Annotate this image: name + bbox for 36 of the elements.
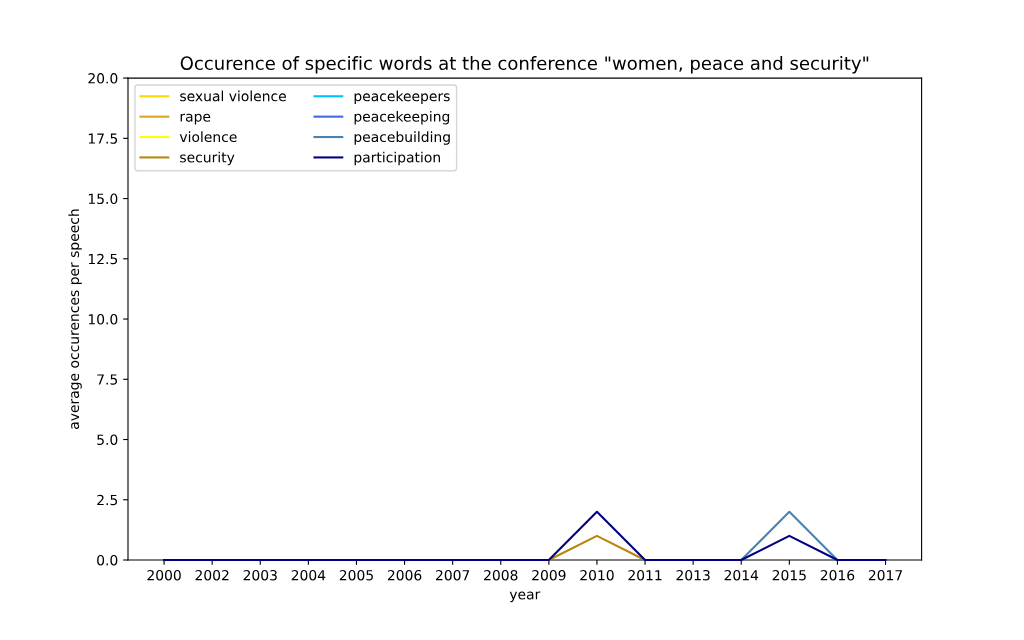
x-tick-label: 2013 bbox=[676, 569, 710, 581]
x-tick-label: 2008 bbox=[484, 569, 518, 581]
legend-label: rape bbox=[180, 113, 211, 125]
y-tick-label: 15.0 bbox=[88, 193, 118, 205]
y-tick-label: 5.0 bbox=[97, 434, 118, 445]
y-tick-label: 7.5 bbox=[97, 374, 118, 385]
x-tick-label: 2007 bbox=[436, 569, 470, 581]
x-tick-label: 2009 bbox=[532, 569, 566, 581]
legend-label: sexual violence bbox=[180, 90, 286, 102]
x-tick-label: 2017 bbox=[868, 569, 903, 581]
legend-label: security bbox=[180, 151, 235, 166]
x-axis-title: year bbox=[509, 591, 541, 603]
legend-label: peacebuilding bbox=[354, 131, 450, 145]
x-tick-label: 2014 bbox=[724, 569, 759, 581]
x-tick-label: 2004 bbox=[291, 569, 326, 581]
x-tick-label: 2002 bbox=[195, 569, 229, 581]
y-tick-label: 0.0 bbox=[97, 554, 118, 566]
y-axis-title: average occurences per speech bbox=[68, 209, 82, 429]
x-tick-label: 2006 bbox=[387, 569, 422, 581]
y-tick-label: 17.5 bbox=[88, 133, 118, 144]
y-tick-label: 10.0 bbox=[88, 314, 118, 325]
legend-label: violence bbox=[179, 131, 237, 143]
x-tick-label: 2005 bbox=[339, 569, 373, 581]
x-tick-label: 2011 bbox=[628, 569, 662, 581]
legend-label: peacekeeping bbox=[354, 110, 450, 125]
y-tick-label: 2.5 bbox=[97, 494, 118, 506]
chart-title: Occurence of specific words at the conference "women, peace and security" bbox=[180, 56, 869, 74]
legend-label: peacekeepers bbox=[354, 90, 450, 105]
x-tick-label: 2000 bbox=[147, 569, 181, 581]
x-tick-label: 2003 bbox=[243, 569, 277, 581]
y-tick-label: 12.5 bbox=[88, 253, 118, 265]
x-tick-label: 2010 bbox=[580, 569, 614, 581]
y-tick-label: 20.0 bbox=[88, 73, 118, 84]
x-tick-label: 2016 bbox=[820, 569, 855, 581]
x-tick-label: 2015 bbox=[772, 569, 806, 581]
legend-label: participation bbox=[354, 151, 440, 166]
